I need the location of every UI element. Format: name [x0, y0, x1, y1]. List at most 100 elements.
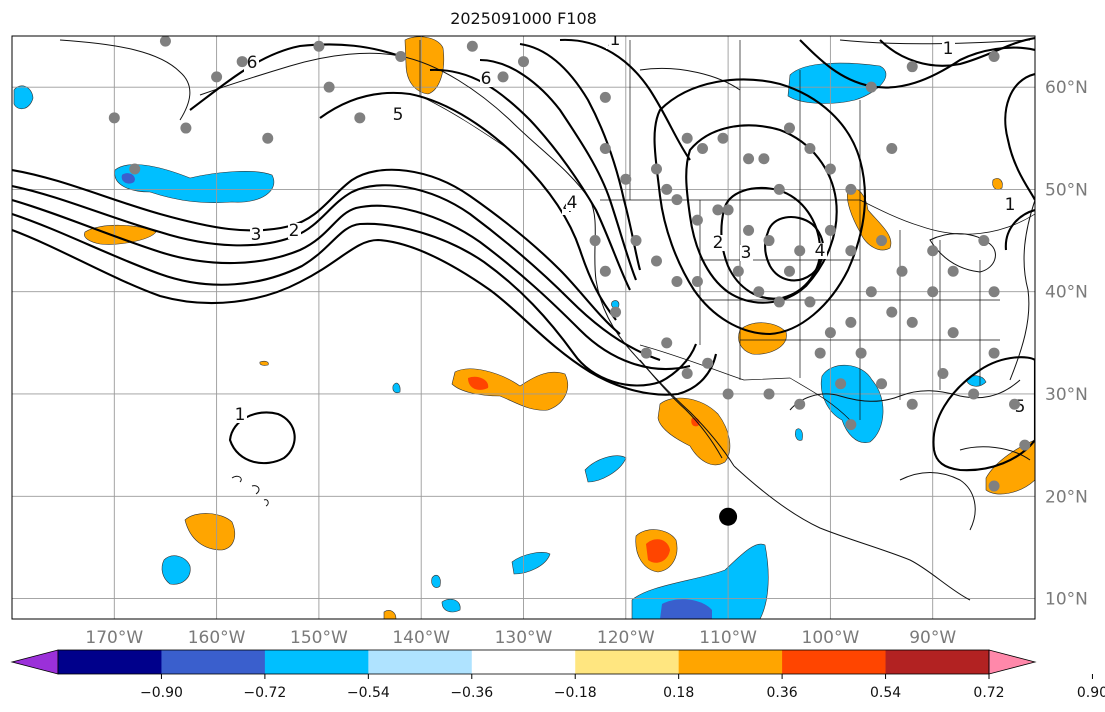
colorbar-extend-low — [10, 649, 59, 675]
station-dot — [947, 265, 959, 277]
colorbar-segment — [58, 650, 162, 674]
gridlines — [12, 36, 1035, 619]
coastline-cuba — [959, 446, 1031, 461]
station-dot — [835, 378, 847, 390]
station-dot — [824, 163, 836, 175]
station-dot — [988, 50, 1000, 62]
contour-label-bg — [1004, 197, 1017, 213]
station-dot — [988, 347, 1000, 359]
station-dot — [354, 112, 366, 124]
contour-line — [12, 198, 691, 370]
latitude-labels: 60°N 50°N 40°N 30°N 20°N 10°N — [1045, 78, 1088, 609]
contour-line — [12, 184, 661, 361]
shade-patch — [787, 62, 887, 104]
contour-label: 6 — [247, 53, 258, 73]
colorbar-tick-label: 0.36 — [767, 685, 798, 701]
station-dot — [927, 286, 939, 298]
colorbar-tick-label: 0.18 — [663, 685, 694, 701]
coastline-hudson — [639, 39, 1031, 91]
longitude-labels: 170°W 160°W 150°W 140°W 130°W 120°W 110°W 100°W… — [85, 628, 956, 648]
border-us-canada — [600, 199, 1035, 235]
station-dot — [743, 153, 755, 165]
shade-patch — [431, 574, 441, 588]
map-title: 2025091000 F108 — [450, 9, 597, 28]
contour-label-bg — [609, 36, 622, 48]
station-dot — [640, 347, 652, 359]
station-dot — [845, 245, 857, 257]
latitude-label: 20°N — [1045, 487, 1088, 507]
station-dot — [1019, 439, 1031, 451]
longitude-label: 140°W — [392, 628, 450, 648]
station-dot — [712, 204, 724, 216]
longitude-label: 170°W — [85, 628, 143, 648]
shade-patch — [84, 224, 157, 245]
shade-patch — [184, 513, 235, 551]
station-dot — [906, 398, 918, 410]
station-dot — [589, 235, 601, 247]
shade-patch — [795, 428, 803, 441]
location-marker — [719, 507, 738, 526]
shade-patch — [404, 36, 445, 95]
shade-patch — [660, 599, 712, 619]
contour-labels: 6543211561234456111 — [234, 30, 1027, 425]
station-dot — [691, 214, 703, 226]
contour-line — [319, 91, 617, 321]
longitude-label: 110°W — [699, 628, 757, 648]
station-dot — [773, 183, 785, 195]
station-dot — [927, 245, 939, 257]
station-dot — [978, 235, 990, 247]
station-dot — [599, 143, 611, 155]
shaded-anomalies — [13, 36, 1035, 619]
contour-label: 2 — [713, 233, 724, 253]
longitude-label: 120°W — [597, 628, 655, 648]
station-dot — [671, 275, 683, 287]
contour-label-bg — [392, 107, 405, 123]
station-dot — [758, 153, 770, 165]
contour-label: 6 — [481, 69, 492, 89]
station-dots — [108, 36, 1031, 492]
station-dot — [691, 275, 703, 287]
colorbar-extend-high — [988, 649, 1037, 675]
station-dot — [988, 480, 1000, 492]
contour-label: 1 — [610, 30, 621, 50]
contour-label-bg — [712, 235, 725, 251]
longitude-label: 90°W — [909, 628, 956, 648]
contour-line — [12, 213, 697, 387]
shade-patch — [383, 610, 397, 619]
station-dot — [661, 337, 673, 349]
station-dot — [773, 296, 785, 308]
contour-label-bg — [246, 55, 259, 71]
latitude-label: 50°N — [1045, 180, 1088, 200]
contour-label-bg — [740, 245, 753, 261]
station-dot — [804, 296, 816, 308]
coastline-east — [1009, 199, 1035, 381]
station-dot — [599, 91, 611, 103]
contour-label-bg — [814, 243, 827, 259]
contour-label: 2 — [289, 221, 300, 241]
station-dot — [395, 50, 407, 62]
station-dot — [211, 71, 223, 83]
station-dot — [159, 36, 171, 47]
coastline-baja — [639, 359, 723, 459]
coastlines — [59, 39, 1035, 601]
station-dot — [794, 398, 806, 410]
station-dot — [650, 163, 662, 175]
contour-line — [764, 215, 825, 282]
station-dot — [722, 388, 734, 400]
station-dot — [630, 235, 642, 247]
contour-label: 3 — [251, 225, 262, 245]
colorbar-tick-label: −0.18 — [554, 685, 597, 701]
station-dot — [906, 316, 918, 328]
colorbar-segment — [885, 650, 990, 674]
contour-label: 5 — [1015, 397, 1026, 417]
station-dot — [865, 286, 877, 298]
latitude-label: 60°N — [1045, 78, 1088, 98]
contour-label-bg — [250, 227, 263, 243]
contour-line — [720, 186, 822, 300]
shade-patch — [392, 382, 401, 394]
colorbar-segment — [264, 650, 369, 674]
contour-label: 3 — [741, 243, 752, 263]
station-dot — [236, 56, 248, 68]
colorbar-tick-label: −0.90 — [140, 685, 183, 701]
